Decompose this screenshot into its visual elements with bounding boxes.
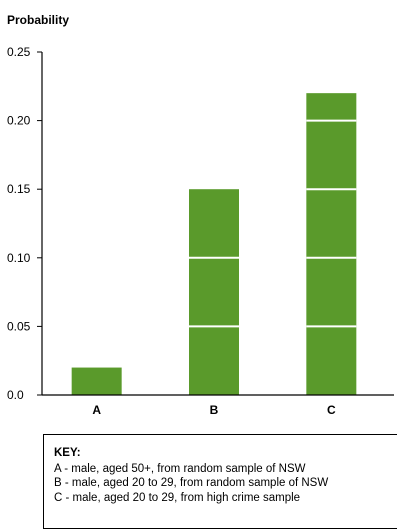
y-tick-label: 0.05	[7, 319, 31, 333]
bar-c	[306, 93, 357, 395]
key-item-c: C - male, aged 20 to 29, from high crime…	[54, 491, 301, 504]
x-tick-label: A	[92, 403, 101, 417]
bar-chart: Probability 0.0 0.05 0.10 0.15 0.20 0.25 A B C	[7, 13, 394, 417]
x-axis-ticks: A B C	[92, 403, 336, 417]
y-tick-label: 0.0	[7, 388, 24, 402]
x-tick-label: B	[210, 403, 219, 417]
y-axis-ticks: 0.0 0.05 0.10 0.15 0.20 0.25	[7, 45, 42, 402]
bar-a	[71, 367, 122, 395]
y-tick-label: 0.10	[7, 251, 31, 265]
y-tick-label: 0.25	[7, 45, 31, 59]
y-axis-label: Probability	[7, 13, 69, 27]
key-title: KEY:	[54, 447, 81, 459]
y-tick-label: 0.15	[7, 182, 31, 196]
key-item-a: A - male, aged 50+, from random sample o…	[54, 462, 306, 475]
key-item-b: B - male, aged 20 to 29, from random sam…	[54, 477, 329, 489]
key-legend: KEY: A - male, aged 50+, from random sam…	[43, 434, 397, 529]
bar-b	[189, 189, 239, 395]
x-tick-label: C	[327, 403, 336, 417]
y-tick-label: 0.20	[7, 114, 31, 128]
bars	[71, 93, 357, 395]
